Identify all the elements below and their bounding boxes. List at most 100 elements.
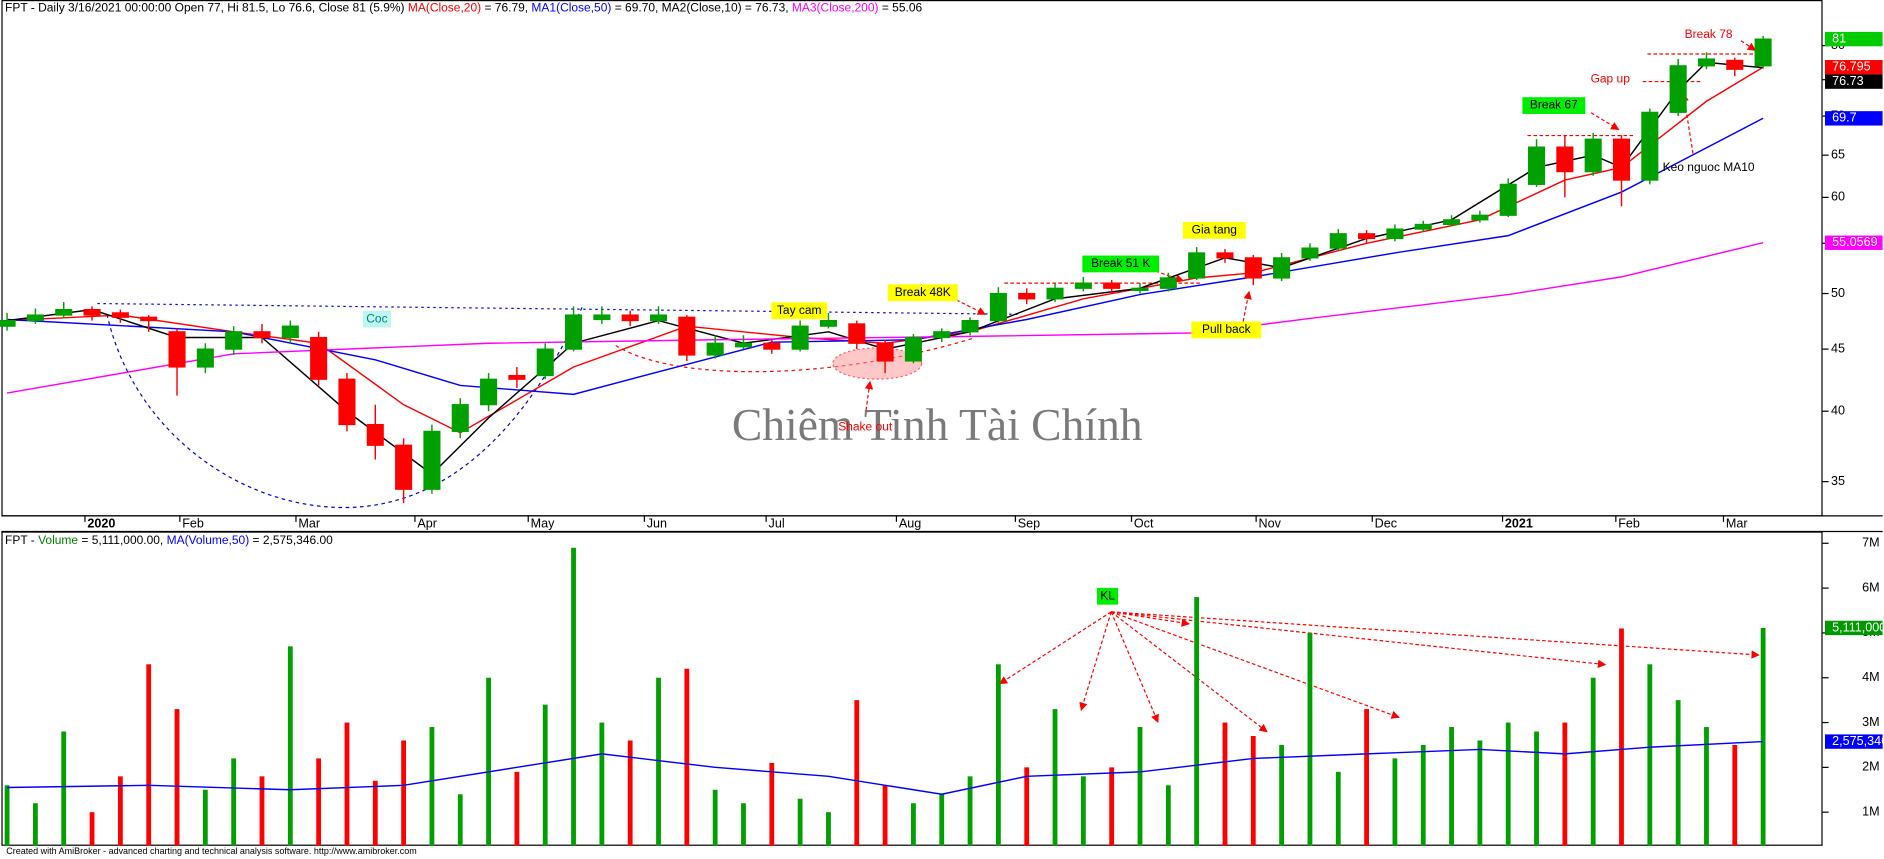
volume-bar (627, 740, 633, 846)
volume-bar (1590, 677, 1596, 846)
volume-bar (4, 785, 10, 846)
volume-bar (316, 758, 322, 846)
candle-body (848, 323, 866, 344)
y-tick-label: 6M (1862, 580, 1879, 594)
candle-body (480, 378, 498, 406)
volume-bar (1619, 628, 1624, 846)
y-tick-label: 2M (1862, 760, 1879, 774)
candle-body (1273, 257, 1291, 279)
volume-marks (4, 547, 1766, 846)
arrow (1111, 611, 1190, 627)
candle-body (1386, 228, 1404, 240)
volume-bar (656, 677, 661, 846)
candle-body (168, 331, 186, 368)
volume-bar (1052, 709, 1058, 846)
header-part: MA(Volume,50) (167, 533, 250, 547)
volume-bar (1449, 727, 1454, 846)
header-part: = 76.79, (481, 1, 531, 15)
annotation: KL (1100, 588, 1115, 602)
arrow (1110, 611, 1400, 719)
value-tag (1824, 31, 1883, 47)
candle-body (621, 314, 639, 322)
annotation: Break 51 K (1091, 256, 1150, 270)
volume-bar (1080, 776, 1086, 846)
header-part: FPT - (5, 533, 38, 547)
y-tick-label: 65 (1831, 147, 1845, 161)
volume-bar (401, 740, 407, 846)
value-tag-label: 76.73 (1832, 74, 1863, 88)
candle-body (961, 319, 979, 333)
annotation-box (1097, 587, 1119, 605)
annotation: Keo nguoc MA10 (1663, 160, 1755, 174)
candle-body (706, 342, 724, 356)
y-tick-label: 1M (1862, 805, 1879, 819)
candle-body (763, 342, 781, 350)
y-tick-label: 7M (1862, 536, 1879, 550)
arrow (1740, 40, 1757, 51)
candle-body (1414, 223, 1432, 230)
volume-bar (486, 677, 491, 846)
candle-body (989, 292, 1007, 322)
candle-body (55, 308, 73, 316)
candle-body (1528, 146, 1546, 185)
candle-body (1244, 257, 1262, 279)
value-tag (1824, 60, 1883, 75)
candle-body (1018, 292, 1036, 300)
candle-body (423, 430, 441, 490)
value-tag-label: 5,111,000 (1832, 620, 1884, 634)
candle-body (508, 374, 526, 380)
x-tick-label: Mar (298, 517, 320, 531)
volume-bar (826, 812, 831, 846)
volume-bar (1307, 632, 1313, 846)
candle-body (1159, 277, 1177, 289)
volume-bar (939, 794, 945, 846)
candle-body (1697, 58, 1716, 67)
volume-bar (741, 803, 746, 846)
arrow (1110, 611, 1268, 733)
arrow (956, 299, 986, 315)
price-marks (0, 35, 1772, 504)
candle-body (791, 325, 809, 350)
y-tick-label: 3M (1862, 715, 1879, 729)
x-tick-label: Feb (182, 517, 204, 531)
header-part: MA3(Close,200) (792, 1, 879, 15)
candle-body (1726, 59, 1744, 70)
candle-body (1471, 214, 1489, 221)
volume-bar (882, 785, 888, 846)
volume-bar (1335, 771, 1341, 846)
annotation: Break 78 (1685, 27, 1733, 41)
volume-bar (1675, 700, 1681, 846)
header-part: = 69.70, MA2(Close,10) = 76.73, (611, 1, 792, 15)
value-tag-label: 76.795 (1832, 60, 1870, 74)
annotation-box (1191, 321, 1262, 339)
volume-bar (287, 646, 293, 846)
annotation: Break 67 (1530, 98, 1578, 112)
volume-bar (911, 803, 916, 846)
header-part: FPT - Daily 3/16/2021 00:00:00 Open 77, … (5, 1, 408, 15)
candle-body (876, 342, 894, 362)
candle-body (1556, 146, 1574, 173)
annotation: Tay cam (777, 303, 822, 317)
volume-bar (1760, 627, 1766, 846)
volume-bar (1704, 727, 1709, 846)
volume-bar (797, 798, 803, 846)
volume-bar (1534, 731, 1539, 846)
candle-body (196, 348, 214, 368)
volume-bar (1250, 736, 1256, 846)
candle-body (1329, 233, 1347, 249)
volume-bar (174, 709, 180, 846)
value-tag (1824, 734, 1883, 749)
volume-bar (146, 664, 152, 846)
candle-body (1188, 252, 1206, 279)
volume-bar (1647, 664, 1653, 846)
cup-curve (106, 304, 584, 509)
header: FPT - Volume = 5,111,000.00, MA(Volume,5… (5, 533, 333, 547)
candle-body (225, 331, 243, 350)
candle-body (1443, 219, 1461, 226)
volume-bar (1732, 744, 1738, 846)
y-tick-label: 60 (1831, 190, 1845, 204)
header-part: = 55.06 (879, 1, 923, 15)
candle-body (734, 342, 753, 348)
